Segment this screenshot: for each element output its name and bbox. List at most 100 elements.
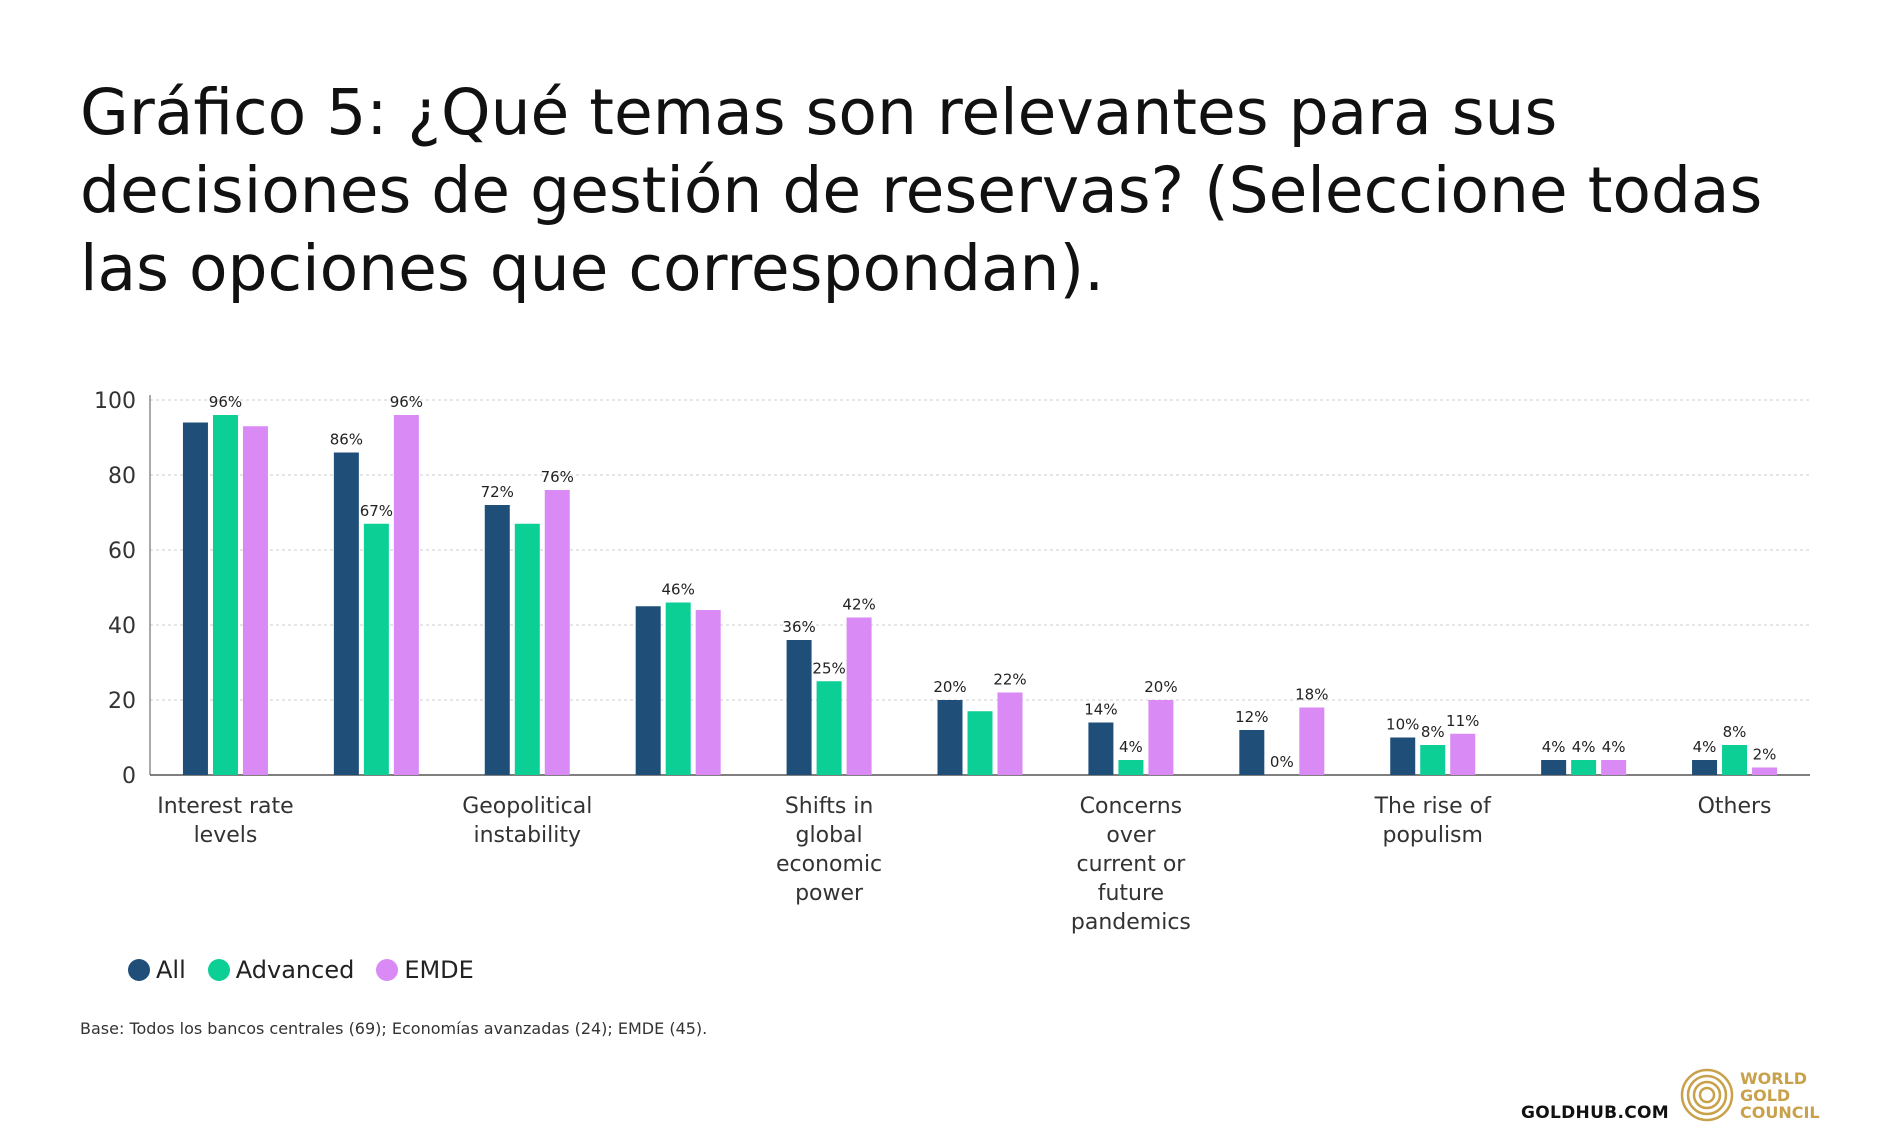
bar-advanced xyxy=(1118,760,1144,775)
x-tick-label: Geopolitical xyxy=(462,794,592,819)
legend-swatch-all xyxy=(128,959,150,981)
x-tick-label: economic xyxy=(776,852,882,877)
bar-emde xyxy=(1752,767,1778,775)
bar-emde xyxy=(1601,760,1627,775)
bar-chart: 0 20 40 60 80 100 96% Interest rate levels 86% 67%… xyxy=(94,389,1810,935)
x-tick-label: Others xyxy=(1698,794,1772,819)
data-label: 4% xyxy=(1693,738,1717,756)
legend-swatch-advanced xyxy=(207,959,230,981)
bar-advanced xyxy=(1722,745,1748,775)
data-label: 0% xyxy=(1270,753,1294,771)
bar-emde xyxy=(242,426,268,775)
bar-advanced xyxy=(665,602,691,775)
bar-advanced xyxy=(967,711,993,775)
bar-emde xyxy=(544,490,570,775)
y-tick-label: 100 xyxy=(94,389,136,414)
bar-advanced xyxy=(1420,745,1446,775)
x-tick-label: Concerns xyxy=(1080,794,1182,819)
data-label: 42% xyxy=(842,596,875,614)
logo-line-3: COUNCIL xyxy=(1740,1102,1820,1122)
x-tick-label: pandemics xyxy=(1071,910,1191,935)
world-gold-council-logo: WORLD GOLD COUNCIL xyxy=(1680,1068,1820,1122)
data-label: 96% xyxy=(390,393,423,411)
x-tick-label: global xyxy=(796,823,863,848)
base-note: Base: Todos los bancos centrales (69); E… xyxy=(80,1019,708,1038)
data-label: 4% xyxy=(1119,738,1143,756)
legend-label-advanced: Advanced xyxy=(235,956,355,984)
data-label: 4% xyxy=(1602,738,1626,756)
data-label: 18% xyxy=(1295,686,1328,704)
data-label: 22% xyxy=(993,671,1026,689)
legend-item-emde: EMDE xyxy=(376,956,474,984)
x-tick-label: power xyxy=(795,881,864,906)
logo-line-1: WORLD xyxy=(1740,1068,1808,1088)
data-label: 12% xyxy=(1235,708,1268,726)
bar-all xyxy=(1239,730,1265,775)
legend-swatch-emde xyxy=(376,959,399,981)
x-tick-label: current or xyxy=(1076,852,1186,877)
legend-item-all: All xyxy=(128,956,186,984)
bar-advanced xyxy=(363,523,389,775)
x-tick-label: levels xyxy=(194,823,258,848)
y-tick-label: 80 xyxy=(108,464,136,489)
y-tick-label: 60 xyxy=(108,539,136,564)
bar-advanced xyxy=(212,415,238,775)
data-label: 4% xyxy=(1542,738,1566,756)
data-label: 8% xyxy=(1421,723,1445,741)
data-label: 11% xyxy=(1446,712,1479,730)
data-label: 72% xyxy=(481,483,514,501)
bar-emde xyxy=(1299,707,1325,775)
bar-emde xyxy=(846,617,872,775)
bar-all xyxy=(937,700,963,775)
data-label: 46% xyxy=(662,581,695,599)
data-label: 20% xyxy=(1144,678,1177,696)
data-label: 2% xyxy=(1753,746,1777,764)
y-tick-label: 0 xyxy=(122,764,136,789)
data-label: 67% xyxy=(360,502,393,520)
data-label: 10% xyxy=(1386,716,1419,734)
bar-emde xyxy=(695,610,721,775)
bar-all xyxy=(333,452,359,775)
logo-wordmark: WORLD GOLD COUNCIL xyxy=(1740,1070,1820,1121)
x-tick-label: Interest rate xyxy=(157,794,293,819)
bar-all xyxy=(484,505,510,775)
legend-label-emde: EMDE xyxy=(404,956,474,984)
x-tick-label: populism xyxy=(1383,823,1483,848)
data-label: 76% xyxy=(541,468,574,486)
bar-all xyxy=(635,606,661,775)
bar-all xyxy=(1692,760,1718,775)
bar-advanced xyxy=(514,523,540,775)
legend-item-advanced: Advanced xyxy=(207,956,355,984)
bar-all xyxy=(182,422,208,775)
bar-emde xyxy=(1450,733,1476,775)
data-label: 14% xyxy=(1084,701,1117,719)
data-label: 36% xyxy=(782,618,815,636)
x-tick-label: instability xyxy=(473,823,581,848)
footer-url[interactable]: GOLDHUB.COM xyxy=(1521,1103,1669,1123)
x-tick-label: The rise of xyxy=(1374,794,1493,819)
y-tick-label: 40 xyxy=(108,614,136,639)
data-label: 8% xyxy=(1723,723,1747,741)
data-label: 86% xyxy=(330,431,363,449)
bar-emde xyxy=(1148,700,1174,775)
bar-advanced xyxy=(816,681,842,775)
data-label: 4% xyxy=(1572,738,1596,756)
gold-rings-icon xyxy=(1680,1068,1734,1122)
bar-all xyxy=(1390,737,1416,775)
bar-advanced xyxy=(1571,760,1597,775)
chart-title: Gráfico 5: ¿Qué temas son relevantes par… xyxy=(80,76,1763,305)
bar-emde xyxy=(393,415,419,775)
x-tick-label: Shifts in xyxy=(785,794,874,819)
chart-legend: All Advanced EMDE xyxy=(128,956,496,984)
bar-all xyxy=(786,640,812,775)
legend-label-all: All xyxy=(156,956,186,984)
y-tick-label: 20 xyxy=(108,689,136,714)
data-label: 96% xyxy=(209,393,242,411)
x-tick-label: over xyxy=(1106,823,1156,848)
bar-emde xyxy=(997,692,1023,775)
data-label: 20% xyxy=(933,678,966,696)
x-tick-label: future xyxy=(1098,881,1164,906)
bar-all xyxy=(1541,760,1567,775)
data-label: 25% xyxy=(812,659,845,677)
bar-all xyxy=(1088,722,1114,775)
